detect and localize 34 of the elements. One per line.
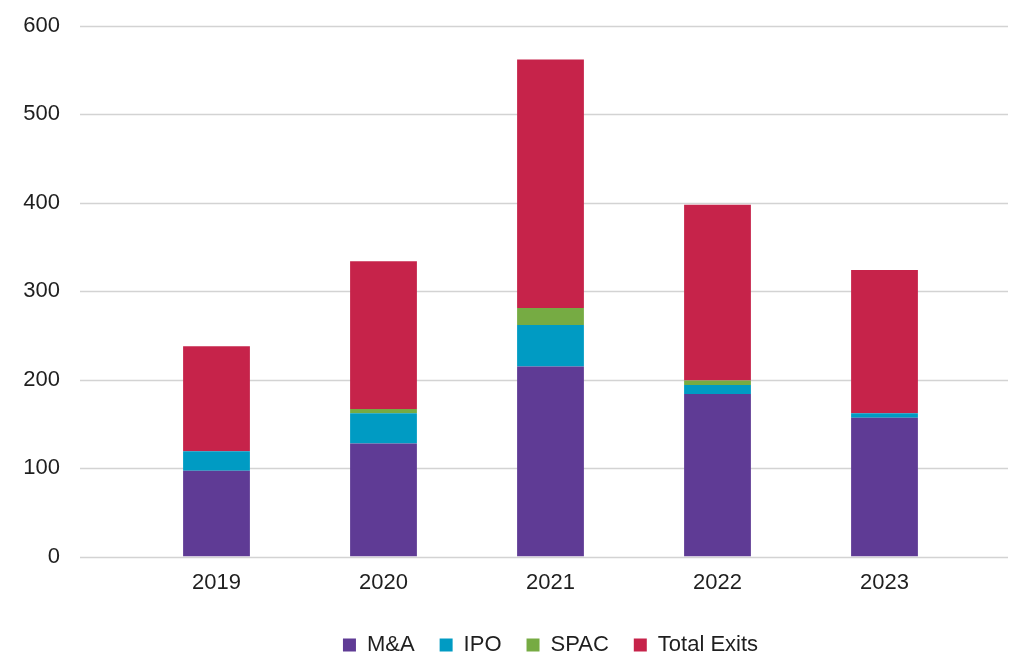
bar [350,408,417,414]
y-tick-label: 300 [23,277,60,303]
y-tick-label: 0 [47,542,60,568]
bar [350,413,417,444]
x-tick-label: 2023 [860,568,909,594]
bar [517,324,584,367]
bar [684,385,751,394]
y-tick-label: 600 [23,12,60,38]
bar [350,443,417,557]
bar [851,413,918,418]
bar [684,393,751,557]
x-tick-label: 2019 [192,568,241,594]
legend-label: Total Exits [657,631,759,657]
x-tick-label: 2020 [359,568,408,594]
bar [183,451,250,471]
bar [517,59,584,309]
y-tick-label: 100 [23,454,60,480]
bar [183,470,250,557]
bar [684,204,751,381]
x-tick-label: 2021 [526,568,575,594]
bar [183,346,250,452]
bar [350,261,417,409]
bar [517,366,584,557]
bar [851,417,918,557]
bar [851,270,918,414]
bar [517,308,584,325]
x-tick-label: 2022 [693,568,742,594]
legend-label: SPAC [550,631,609,657]
y-tick-label: 400 [23,188,60,214]
y-tick-label: 500 [23,100,60,126]
y-tick-label: 200 [23,365,60,391]
bar [684,380,751,386]
legend-label: IPO [463,631,502,657]
legend-label: M&A [366,631,415,657]
